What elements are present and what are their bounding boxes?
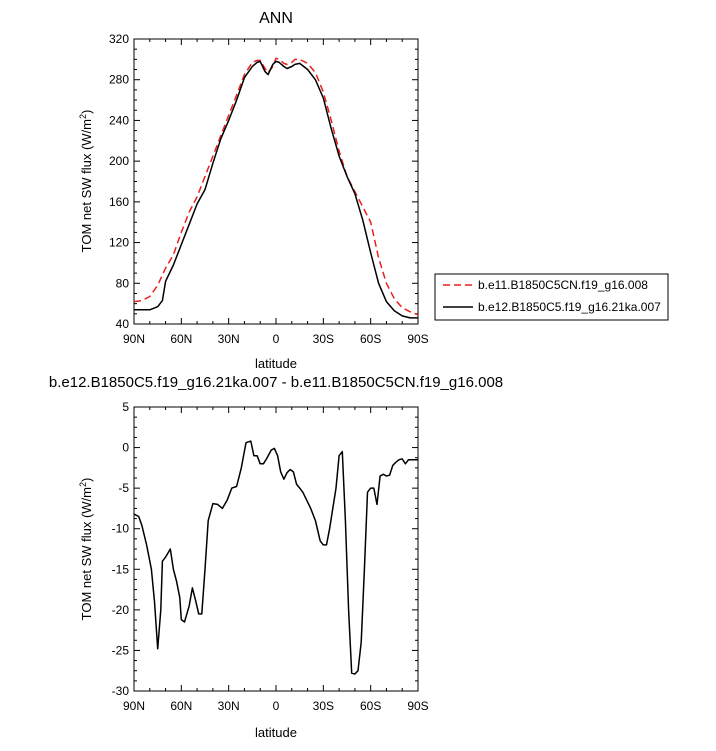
bottom-y-tick-label: -30 (112, 684, 130, 698)
bottom-x-tick-label: 90S (407, 699, 428, 713)
top-plot-frame (133, 38, 419, 325)
bottom-x-tick-label: 60N (170, 699, 192, 713)
bottom-y-tick-label: -15 (112, 562, 130, 576)
bottom-chart-title: b.e12.B1850C5.f19_g16.21ka.007 - b.e11.B… (49, 374, 503, 391)
top-x-tick-label: 30N (218, 332, 240, 346)
top-x-tick-label: 0 (273, 332, 280, 346)
bottom-y-tick-label: 0 (122, 441, 129, 455)
bottom-y-tick-label: -25 (112, 643, 130, 657)
top-y-tick-label: 80 (116, 276, 130, 290)
top-x-tick-label: 90S (407, 332, 428, 346)
top-panel: ANN 90N 60N 30N 0 30S 60S 90S 40 80 120 160 200 240 2… (78, 10, 669, 371)
legend-box (434, 273, 669, 321)
bottom-series-line-0 (133, 440, 418, 675)
bottom-x-tick-label: 30N (218, 699, 240, 713)
top-x-tick-label: 30S (313, 332, 334, 346)
bottom-y-axis-label: TOM net SW flux (W/m2) (78, 478, 94, 621)
top-x-tick-label: 90N (123, 332, 145, 346)
bottom-x-tick-label: 60S (360, 699, 381, 713)
bottom-y-tick-label: -20 (112, 603, 130, 617)
bottom-x-tick-label: 0 (273, 699, 280, 713)
legend-label-e12: b.e12.B1850C5.f19_g16.21ka.007 (478, 300, 661, 314)
bottom-x-tick-label: 30S (313, 699, 334, 713)
bottom-plot-frame (133, 406, 419, 692)
bottom-y-tick-label: 5 (122, 400, 129, 414)
top-y-axis-label: TOM net SW flux (W/m2) (78, 110, 94, 253)
top-x-tick-label: 60S (360, 332, 381, 346)
top-y-tick-label: 200 (109, 154, 129, 168)
top-y-tick-label: 240 (109, 113, 129, 127)
bottom-panel: b.e12.B1850C5.f19_g16.21ka.007 - b.e11.B… (49, 374, 503, 740)
bottom-x-axis-label: latitude (255, 725, 297, 740)
top-x-axis-label: latitude (255, 356, 297, 371)
top-y-tick-label: 160 (109, 195, 129, 209)
legend-label-e11: b.e11.B1850C5CN.f19_g16.008 (478, 278, 648, 292)
top-y-tick-label: 40 (116, 317, 130, 331)
top-legend: b.e11.B1850C5CN.f19_g16.008 b.e12.B1850C… (434, 273, 669, 321)
top-chart-title: ANN (259, 10, 293, 27)
bottom-y-tick-label: -10 (112, 522, 130, 536)
bottom-y-tick-label: -5 (118, 481, 129, 495)
top-x-tick-label: 60N (170, 332, 192, 346)
top-series-line-0 (133, 57, 419, 316)
top-y-tick-label: 280 (109, 73, 129, 87)
top-y-tick-label: 120 (109, 236, 129, 250)
top-series-line-1 (134, 60, 418, 319)
bottom-x-tick-label: 90N (123, 699, 145, 713)
top-y-tick-label: 320 (109, 32, 129, 46)
